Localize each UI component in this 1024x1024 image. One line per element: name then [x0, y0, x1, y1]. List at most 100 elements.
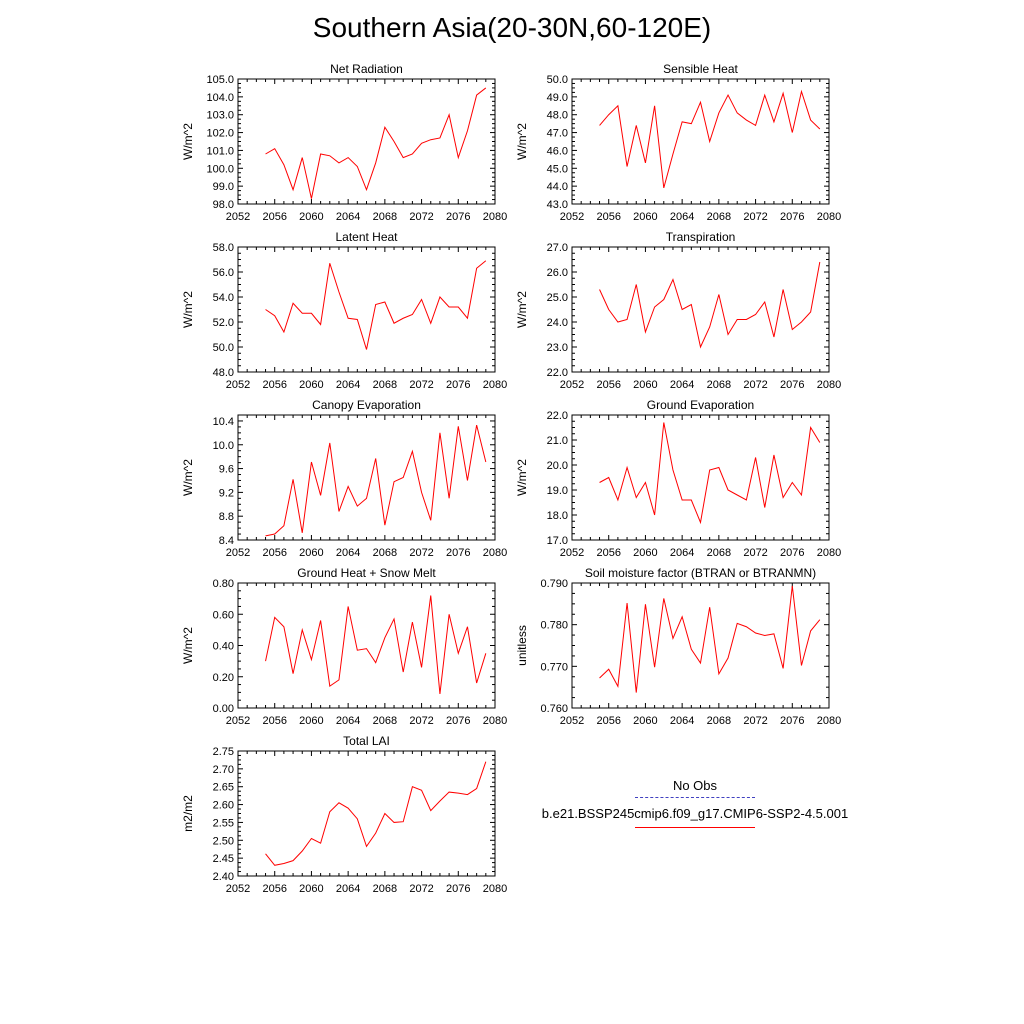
- chart-sensible-heat-series-line: [599, 89, 821, 189]
- chart-soil-moisture-factor-btran-or-btranmn-xtick-label: 2080: [817, 715, 841, 727]
- chart-canopy-evaporation-xtick-label: 2068: [373, 547, 397, 559]
- chart-latent-heat-ylabel: W/m^2: [181, 291, 195, 328]
- chart-transpiration-frame: [571, 246, 830, 373]
- chart-ground-heat-snow-melt-ytick-label: 0.20: [213, 672, 234, 684]
- chart-total-lai-ytick-label: 2.40: [213, 871, 234, 883]
- chart-ground-heat-snow-melt-ytick-label: 0.80: [213, 578, 234, 590]
- chart-transpiration-xtick-label: 2076: [780, 379, 804, 391]
- chart-ground-heat-snow-melt-xtick-label: 2060: [299, 715, 323, 727]
- chart-net-radiation-xtick-label: 2072: [409, 211, 433, 223]
- legend-case-line: [635, 827, 755, 828]
- legend-obs-line: [635, 797, 755, 798]
- chart-latent-heat-xtick-label: 2064: [336, 379, 360, 391]
- chart-sensible-heat-ytick-label: 49.0: [547, 92, 568, 104]
- chart-ground-evaporation-xtick-label: 2072: [743, 547, 767, 559]
- chart-net-radiation-xtick-label: 2060: [299, 211, 323, 223]
- chart-sensible-heat: Sensible Heat W/m^2 2052 2056 2060 2064 2068 20…: [515, 62, 841, 223]
- chart-ground-heat-snow-melt-title: Ground Heat + Snow Melt: [297, 566, 436, 580]
- chart-transpiration-ytick-label: 22.0: [547, 367, 568, 379]
- chart-soil-moisture-factor-btran-or-btranmn-xtick-label: 2060: [633, 715, 657, 727]
- chart-sensible-heat-xtick-label: 2060: [633, 211, 657, 223]
- chart-net-radiation-xtick-label: 2068: [373, 211, 397, 223]
- chart-total-lai-ytick-label: 2.60: [213, 800, 234, 812]
- chart-latent-heat-ytick-label: 58.0: [213, 242, 234, 254]
- chart-ground-heat-snow-melt-ytick-label: 0.60: [213, 609, 234, 621]
- chart-ground-evaporation-xtick-label: 2064: [670, 547, 694, 559]
- chart-ground-heat-snow-melt-ytick-label: 0.00: [213, 703, 234, 715]
- chart-net-radiation-xtick-label: 2056: [262, 211, 286, 223]
- chart-ground-heat-snow-melt-xtick-label: 2056: [262, 715, 286, 727]
- chart-transpiration-ytick-label: 26.0: [547, 267, 568, 279]
- chart-net-radiation-ytick-label: 103.0: [206, 110, 234, 122]
- chart-soil-moisture-factor-btran-or-btranmn-xtick-label: 2076: [780, 715, 804, 727]
- chart-total-lai-ytick-label: 2.45: [213, 853, 234, 865]
- chart-soil-moisture-factor-btran-or-btranmn-ytick-label: 0.770: [540, 661, 568, 673]
- chart-transpiration-xtick-label: 2072: [743, 379, 767, 391]
- chart-ground-evaporation-ytick-label: 20.0: [547, 460, 568, 472]
- chart-soil-moisture-factor-btran-or-btranmn-title: Soil moisture factor (BTRAN or BTRANMN): [585, 566, 816, 580]
- chart-total-lai-xtick-label: 2060: [299, 883, 323, 895]
- chart-total-lai: Total LAI m2/m2 2052 2056 2060 2064 2068 2072 20…: [181, 734, 507, 895]
- chart-net-radiation-ytick-label: 101.0: [206, 145, 234, 157]
- chart-ground-evaporation-ytick-label: 19.0: [547, 485, 568, 497]
- chart-total-lai-ytick-label: 2.55: [213, 817, 234, 829]
- chart-net-radiation-xtick-label: 2052: [226, 211, 250, 223]
- chart-transpiration-xtick-label: 2056: [596, 379, 620, 391]
- chart-ground-evaporation-xtick-label: 2076: [780, 547, 804, 559]
- chart-transpiration: Transpiration W/m^2 2052 2056 2060 2064 2068 20…: [515, 230, 841, 391]
- chart-net-radiation-ytick-label: 98.0: [213, 199, 234, 211]
- chart-net-radiation-xtick-label: 2064: [336, 211, 360, 223]
- chart-sensible-heat-ytick-label: 45.0: [547, 163, 568, 175]
- chart-latent-heat-ytick-label: 56.0: [213, 267, 234, 279]
- chart-total-lai-xtick-label: 2052: [226, 883, 250, 895]
- chart-transpiration-ytick-label: 23.0: [547, 342, 568, 354]
- chart-transpiration-xtick-label: 2064: [670, 379, 694, 391]
- chart-ground-heat-snow-melt-xtick-label: 2072: [409, 715, 433, 727]
- chart-sensible-heat-ytick-label: 47.0: [547, 128, 568, 140]
- chart-sensible-heat-xtick-label: 2064: [670, 211, 694, 223]
- chart-sensible-heat-title: Sensible Heat: [663, 62, 738, 76]
- chart-sensible-heat-xtick-label: 2056: [596, 211, 620, 223]
- chart-ground-evaporation-title: Ground Evaporation: [647, 398, 754, 412]
- chart-latent-heat-ytick-label: 48.0: [213, 367, 234, 379]
- chart-transpiration-xtick-label: 2060: [633, 379, 657, 391]
- chart-canopy-evaporation-xtick-label: 2080: [483, 547, 507, 559]
- chart-sensible-heat-ylabel: W/m^2: [515, 123, 529, 160]
- chart-ground-evaporation-series-line: [599, 422, 821, 525]
- chart-sensible-heat-ytick-label: 43.0: [547, 199, 568, 211]
- chart-ground-heat-snow-melt-series-line: [265, 595, 487, 694]
- chart-ground-evaporation-xtick-label: 2060: [633, 547, 657, 559]
- chart-ground-evaporation-ylabel: W/m^2: [515, 459, 529, 496]
- chart-sensible-heat-frame: [571, 78, 830, 205]
- legend: No Obs b.e21.BSSP245cmip6.f09_g17.CMIP6-…: [530, 778, 860, 828]
- chart-soil-moisture-factor-btran-or-btranmn-ylabel: unitless: [515, 625, 529, 666]
- chart-ground-heat-snow-melt-ytick-label: 0.40: [213, 641, 234, 653]
- chart-total-lai-ylabel: m2/m2: [181, 795, 195, 832]
- chart-canopy-evaporation-ylabel: W/m^2: [181, 459, 195, 496]
- chart-sensible-heat-ytick-label: 44.0: [547, 181, 568, 193]
- chart-net-radiation-xtick-label: 2080: [483, 211, 507, 223]
- chart-total-lai-xtick-label: 2080: [483, 883, 507, 895]
- chart-canopy-evaporation-xtick-label: 2076: [446, 547, 470, 559]
- chart-net-radiation-ytick-label: 100.0: [206, 163, 234, 175]
- chart-net-radiation-series-line: [265, 87, 487, 199]
- chart-soil-moisture-factor-btran-or-btranmn-xtick-label: 2052: [560, 715, 584, 727]
- chart-ground-evaporation-xtick-label: 2068: [707, 547, 731, 559]
- chart-soil-moisture-factor-btran-or-btranmn-xtick-label: 2056: [596, 715, 620, 727]
- chart-latent-heat-xtick-label: 2056: [262, 379, 286, 391]
- chart-latent-heat-ytick-label: 54.0: [213, 292, 234, 304]
- chart-latent-heat-xtick-label: 2076: [446, 379, 470, 391]
- chart-ground-evaporation-ytick-label: 18.0: [547, 510, 568, 522]
- chart-soil-moisture-factor-btran-or-btranmn-ytick-label: 0.760: [540, 703, 568, 715]
- chart-total-lai-xtick-label: 2072: [409, 883, 433, 895]
- chart-total-lai-ytick-label: 2.75: [213, 746, 234, 758]
- chart-latent-heat-series-line: [265, 260, 487, 350]
- chart-ground-heat-snow-melt-xtick-label: 2080: [483, 715, 507, 727]
- chart-soil-moisture-factor-btran-or-btranmn-xtick-label: 2064: [670, 715, 694, 727]
- chart-net-radiation-ytick-label: 104.0: [206, 92, 234, 104]
- chart-ground-evaporation-ytick-label: 21.0: [547, 435, 568, 447]
- chart-canopy-evaporation-xtick-label: 2056: [262, 547, 286, 559]
- chart-ground-evaporation: Ground Evaporation W/m^2 2052 2056 2060 2064 2…: [515, 398, 841, 559]
- chart-total-lai-xtick-label: 2056: [262, 883, 286, 895]
- chart-total-lai-xtick-label: 2076: [446, 883, 470, 895]
